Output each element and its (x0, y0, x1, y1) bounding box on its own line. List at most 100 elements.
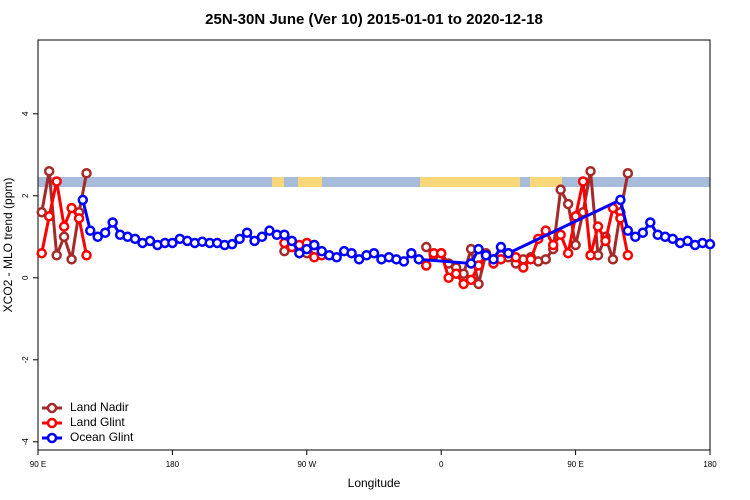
data-point (398, 256, 410, 267)
x-tick-label: 180 (166, 460, 180, 469)
data-point (294, 247, 305, 259)
data-point (421, 241, 432, 253)
data-point (637, 227, 649, 238)
x-tick-label: 0 (439, 460, 444, 469)
data-point (353, 254, 365, 265)
data-point (547, 239, 559, 251)
land-ocean-band (38, 177, 710, 187)
y-tick-label: 4 (21, 111, 30, 116)
data-point (421, 260, 432, 271)
y-tick-label: 2 (21, 193, 30, 198)
x-tick-label: 180 (703, 460, 717, 469)
data-point (51, 250, 62, 261)
data-point (704, 238, 716, 250)
legend-marker (46, 417, 58, 429)
data-point (279, 229, 290, 240)
data-point (241, 227, 253, 238)
data-point (81, 168, 92, 179)
x-tick-label: 90 E (567, 460, 583, 469)
data-point (525, 254, 537, 265)
data-point (316, 245, 327, 257)
data-point (309, 239, 320, 251)
data-point (622, 225, 634, 236)
data-point (465, 258, 477, 269)
data-point (144, 235, 156, 247)
data-point (346, 247, 357, 259)
data-point (577, 176, 589, 187)
data-point (73, 213, 85, 224)
data-point (607, 254, 619, 265)
data-point (226, 238, 238, 250)
data-point (43, 165, 55, 177)
data-point (264, 225, 275, 236)
legend-marker (46, 402, 58, 414)
data-point (66, 202, 77, 214)
data-point (585, 165, 596, 177)
data-point (615, 194, 626, 206)
data-point (249, 235, 260, 247)
y-tick-label: 0 (21, 275, 30, 280)
data-point (622, 250, 634, 261)
data-point (256, 231, 268, 243)
data-point (562, 198, 574, 210)
data-point (66, 254, 77, 265)
data-point (682, 235, 693, 247)
data-point (555, 184, 566, 195)
x-axis-label: Longitude (348, 476, 401, 490)
legend-label: Land Nadir (70, 400, 129, 414)
data-point (58, 221, 70, 232)
data-point (630, 231, 641, 243)
data-point (592, 221, 604, 232)
data-point (465, 274, 477, 286)
data-point (58, 231, 70, 243)
data-point (406, 247, 417, 259)
data-point (301, 243, 313, 255)
land-band (298, 177, 322, 187)
data-point (43, 211, 55, 222)
data-point (51, 176, 62, 187)
data-point (85, 225, 96, 236)
data-point (600, 235, 611, 247)
data-point (667, 233, 678, 245)
data-point (488, 254, 499, 265)
data-point (435, 247, 447, 259)
data-point (129, 233, 141, 245)
data-point (510, 252, 522, 263)
land-band (420, 177, 520, 187)
data-point (645, 217, 656, 228)
data-point (622, 168, 634, 179)
data-point (540, 254, 551, 265)
data-point (167, 237, 178, 249)
legend-marker (46, 432, 58, 444)
data-point (555, 229, 566, 240)
data-point (92, 231, 103, 243)
data-point (234, 233, 245, 245)
data-point (473, 243, 484, 255)
ocean-band (38, 177, 710, 187)
land-band (272, 177, 284, 187)
data-point (585, 250, 596, 261)
data-point (458, 278, 469, 290)
legend-label: Ocean Glint (70, 430, 134, 444)
x-tick-label: 90 E (30, 460, 46, 469)
data-point (368, 247, 380, 259)
legend-label: Land Glint (70, 415, 125, 429)
data-point (77, 194, 89, 206)
data-point (36, 247, 47, 259)
data-point (562, 247, 574, 259)
land-band (530, 177, 562, 187)
data-point (450, 268, 462, 279)
data-point (570, 239, 581, 251)
series-line (40, 170, 630, 285)
data-point (495, 241, 507, 253)
data-point (413, 254, 425, 265)
data-point (480, 250, 492, 261)
data-point (286, 235, 298, 247)
y-tick-label: -4 (21, 438, 30, 446)
data-point (518, 262, 529, 273)
x-tick-label: 90 W (297, 460, 316, 469)
data-point (331, 252, 342, 263)
data-point (503, 247, 514, 259)
data-point (443, 272, 454, 284)
